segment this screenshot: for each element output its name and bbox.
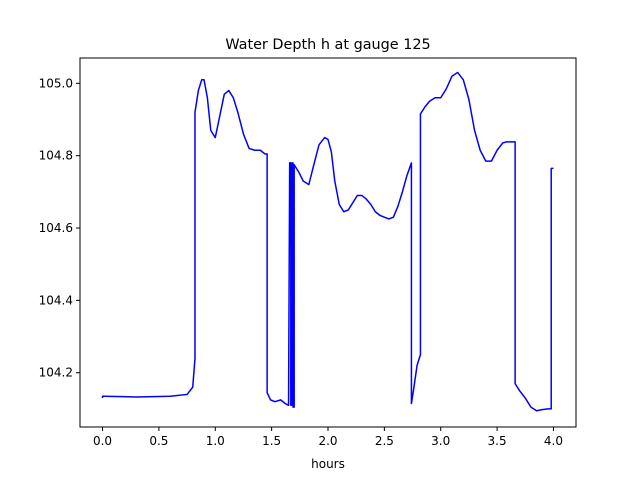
x-tick-label: 2.5 xyxy=(375,434,394,448)
x-tick-label: 3.0 xyxy=(431,434,450,448)
x-tick-label: 0.5 xyxy=(149,434,168,448)
y-tick-label: 104.6 xyxy=(39,221,73,235)
series-line-0 xyxy=(101,71,554,412)
y-tick-label: 104.2 xyxy=(39,366,73,380)
x-tick-label: 4.0 xyxy=(544,434,563,448)
plot-area xyxy=(80,58,576,427)
plot-frame xyxy=(79,57,577,428)
chart-title: Water Depth h at gauge 125 xyxy=(225,37,430,53)
x-tick-label: 2.0 xyxy=(318,434,337,448)
y-tick-label: 105.0 xyxy=(39,76,73,90)
x-tick-label: 0.0 xyxy=(93,434,112,448)
y-axis: 104.2 104.4 104.6 104.8 105.0 xyxy=(39,76,80,380)
x-tick-label: 1.5 xyxy=(262,434,281,448)
y-tick-label: 104.8 xyxy=(39,149,73,163)
x-axis: 0.0 0.5 1.0 1.5 2.0 2.5 3.0 3.5 4.0 xyxy=(93,427,563,448)
x-tick-label: 1.0 xyxy=(206,434,225,448)
series-group xyxy=(101,71,554,412)
y-tick-label: 104.4 xyxy=(39,293,73,307)
x-tick-label: 3.5 xyxy=(488,434,507,448)
x-axis-label: hours xyxy=(311,457,345,471)
